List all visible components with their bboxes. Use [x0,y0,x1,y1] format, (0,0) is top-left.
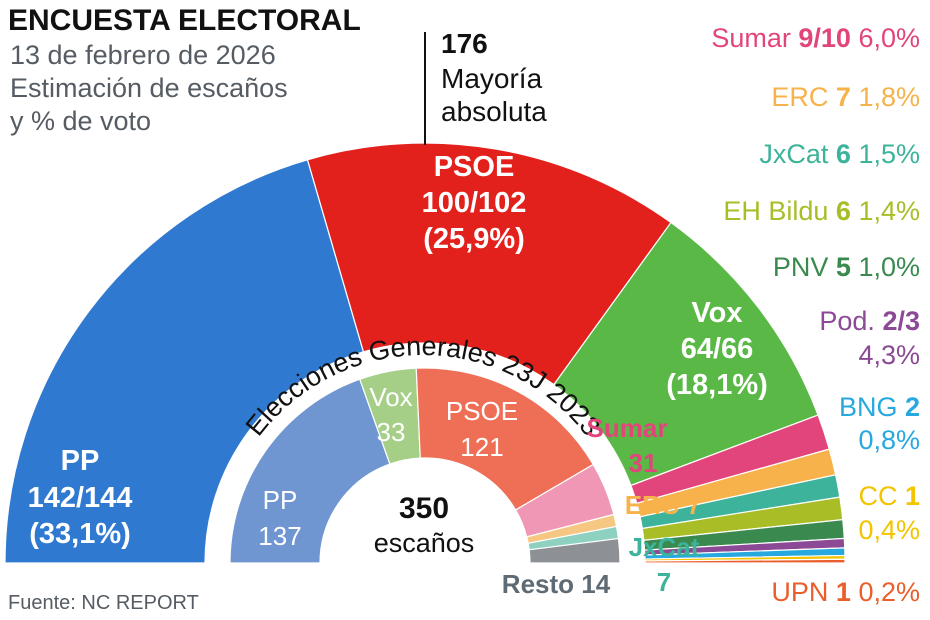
legend-erc: ERC 7 1,8% [771,82,920,112]
inner-label-jxcat-party: JxCat [629,532,700,562]
inner-arc-group [229,367,621,564]
inner-label-resto-seats: 14 [581,569,610,599]
label-psoe-party: PSOE [434,151,515,183]
legend-erc-vote: 1,8% [858,82,920,112]
legend-bng-vote: 0,8% [858,425,920,455]
source-note: Fuente: NC REPORT [8,592,199,614]
legend-sumar: Sumar 9/10 6,0% [711,23,920,53]
legend-cc-party: CC [858,481,897,511]
inner-label-pp-party: PP [263,485,298,515]
label-vox-vote: (18,1%) [666,369,768,401]
label-psoe: PSOE 100/102 (25,9%) [422,151,527,255]
legend-erc-seats: 7 [836,82,851,112]
inner-label-erc-party: ERC [625,490,680,520]
legend-pnv-vote: 1,0% [858,252,920,282]
label-pp-vote: (33,1%) [29,518,131,550]
center-label: escaños [374,528,475,558]
inner-label-pp-seats: 137 [258,521,301,551]
subtitle-line-1: 13 de febrero de 2026 [10,40,276,70]
inner-label-psoe-party: PSOE [446,396,518,426]
legend-sumar-vote: 6,0% [858,23,920,53]
legend-upn: UPN 1 0,2% [771,577,920,607]
subtitle-line-2: Estimación de escaños [10,73,288,103]
legend-bng: BNG 2 [839,392,920,422]
inner-arc-pp [229,378,391,564]
inner-label-vox-party: Vox [369,382,412,412]
inner-label-resto: Resto 14 [502,569,611,599]
chart-title: ENCUESTA ELECTORAL [8,4,361,37]
label-vox-seats: 64/66 [681,333,754,365]
label-psoe-seats: 100/102 [422,187,527,219]
legend-podemos: Pod. 2/3 [819,306,920,336]
legend-ehbildu-vote: 1,4% [858,196,920,226]
subtitle-line-3: y % de voto [10,106,151,136]
legend-cc-seats: 1 [905,481,920,511]
legend: Sumar 9/10 6,0% ERC 7 1,8% JxCat 6 1,5% … [711,23,920,607]
center-value: 350 [399,492,449,525]
label-pp-seats: 142/144 [28,482,133,514]
majority-label-2: absoluta [441,96,547,127]
outer-arc-upn [644,558,846,564]
legend-jxcat: JxCat 6 1,5% [759,139,920,169]
legend-jxcat-party: JxCat [759,139,829,169]
legend-pnv-party: PNV [773,252,829,282]
label-psoe-vote: (25,9%) [423,223,525,255]
legend-upn-party: UPN [771,577,828,607]
legend-sumar-party: Sumar [711,23,791,53]
legend-ehbildu-party: EH Bildu [723,196,828,226]
inner-arc-resto [528,537,621,564]
majority-label-1: Mayoría [441,63,543,94]
legend-upn-seats: 1 [836,577,851,607]
inner-label-vox-seats: 33 [377,417,406,447]
outer-arc-group [4,142,846,564]
legend-sumar-seats: 9/10 [798,23,851,53]
legend-upn-vote: 0,2% [858,577,920,607]
legend-pnv: PNV 5 1,0% [773,252,920,282]
legend-ehbildu: EH Bildu 6 1,4% [723,196,920,226]
outer-arc-pp [4,159,365,564]
legend-podemos-vote: 4,3% [858,340,920,370]
label-vox: Vox 64/66 (18,1%) [666,297,768,401]
inner-arc-psoe [415,367,595,511]
inner-label-resto-party: Resto [502,569,574,599]
label-pp: PP 142/144 (33,1%) [28,445,133,550]
inner-label-sumar-party: Sumar [587,413,668,443]
legend-bng-party: BNG [839,392,898,422]
outer-arc-psoe [306,142,672,386]
inner-label-jxcat-seats: 7 [657,567,671,597]
inner-label-sumar-seats: 31 [629,448,658,478]
legend-podemos-seats: 2/3 [882,306,920,336]
legend-ehbildu-seats: 6 [836,196,851,226]
inner-side-labels: Sumar 31 ERC 7 JxCat 7 Resto 14 [502,413,702,599]
legend-podemos-party: Pod. [819,306,875,336]
legend-bng-seats: 2 [905,392,920,422]
label-vox-party: Vox [691,297,742,329]
legend-cc: CC 1 [858,481,920,511]
legend-pnv-seats: 5 [836,252,851,282]
inner-label-erc: ERC 7 [625,490,702,520]
inner-label-psoe-seats: 121 [460,432,503,462]
legend-erc-party: ERC [771,82,828,112]
legend-jxcat-seats: 6 [836,139,851,169]
majority-value: 176 [441,28,488,59]
label-pp-party: PP [61,445,100,477]
legend-jxcat-vote: 1,5% [858,139,920,169]
inner-labels: PP 137 Vox 33 PSOE 121 [258,382,518,551]
legend-cc-vote: 0,4% [858,515,920,545]
inner-label-erc-seats: 7 [687,490,701,520]
